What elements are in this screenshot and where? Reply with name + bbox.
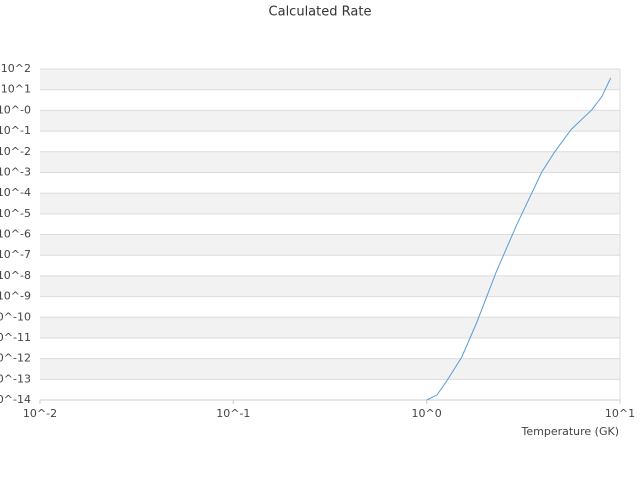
x-tick-label: 10^1 <box>605 407 635 420</box>
grid-band <box>40 275 620 297</box>
y-tick-label: 10^-3 <box>0 165 31 178</box>
y-tick-label: 10^1 <box>1 83 31 96</box>
x-axis-label: Temperature (GK) <box>521 425 620 438</box>
data-line <box>426 77 612 401</box>
y-tick-label: 10^-6 <box>0 228 31 241</box>
y-tick-label: 10^-11 <box>0 331 31 344</box>
y-tick-label: 10^-4 <box>0 186 31 199</box>
y-tick-label: 10^-8 <box>0 269 31 282</box>
y-tick-label: 10^-10 <box>0 310 31 323</box>
y-tick-label: 10^2 <box>1 62 31 75</box>
y-tick-label: 10^-1 <box>0 124 31 137</box>
y-tick-label: 10^-14 <box>0 393 31 406</box>
x-tick-label: 10^0 <box>412 407 442 420</box>
grid-band <box>40 234 620 256</box>
grid-band <box>40 110 620 132</box>
grid-band <box>40 317 620 338</box>
y-tick-label: 10^-9 <box>0 290 31 303</box>
y-tick-label: 10^-7 <box>0 248 31 261</box>
chart-title: Calculated Rate <box>269 5 372 20</box>
grid-band <box>40 358 620 380</box>
y-tick-label: 10^-2 <box>0 145 31 158</box>
y-tick-label: 10^-5 <box>0 207 31 220</box>
y-tick-label: 10^-13 <box>0 372 31 385</box>
y-tick-label: 10^-0 <box>0 103 31 116</box>
y-tick-label: 10^-12 <box>0 352 31 365</box>
grid-band <box>40 151 620 173</box>
x-tick-label: 10^-1 <box>216 407 250 420</box>
grid-band <box>40 69 620 90</box>
grid-band <box>40 193 620 214</box>
x-tick-label: 10^-2 <box>23 407 57 420</box>
